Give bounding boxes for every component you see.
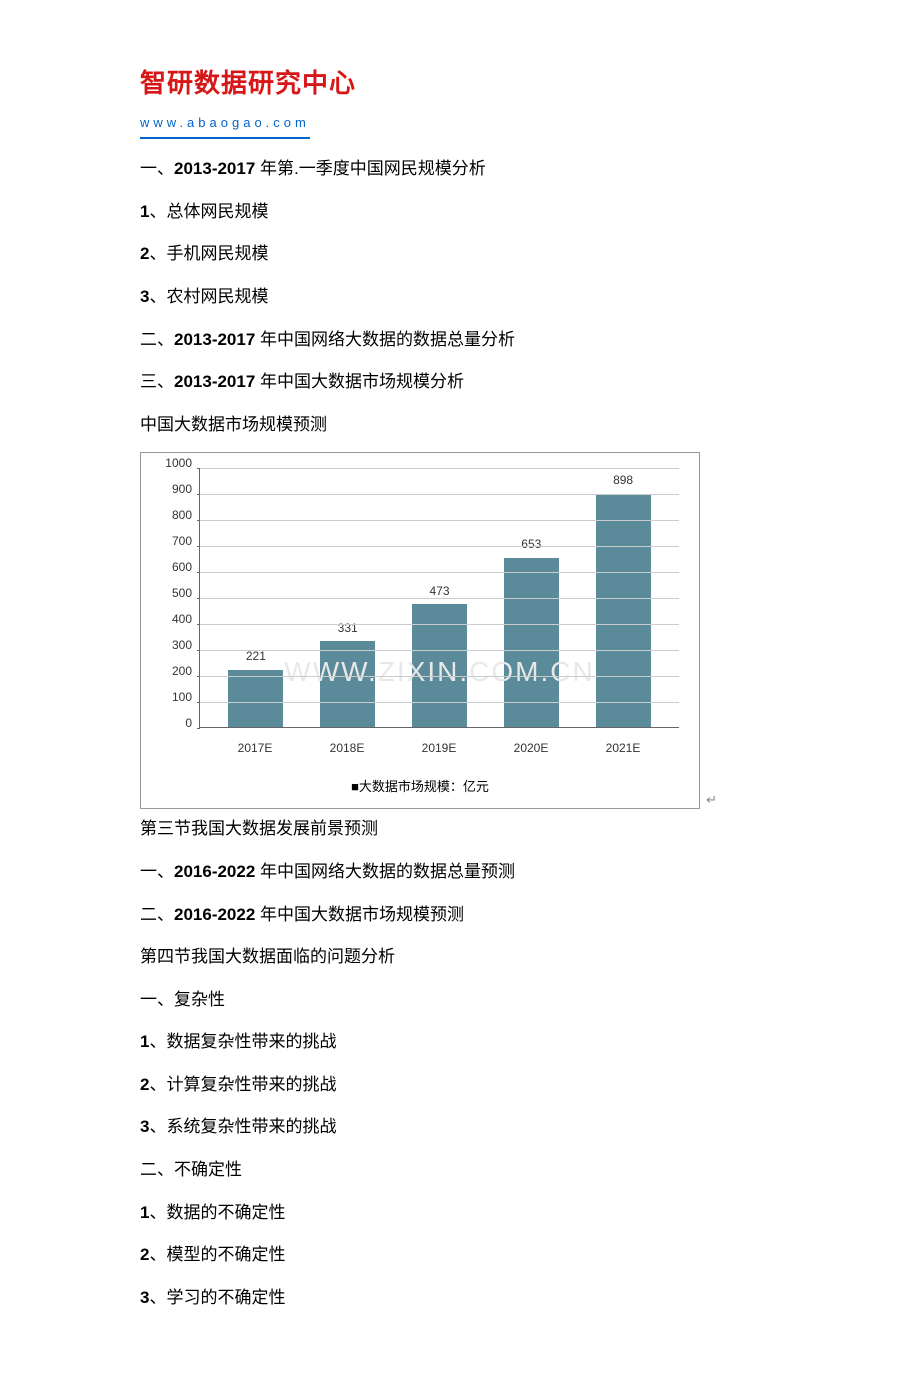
text-line: 第三节我国大数据发展前景预测 bbox=[140, 814, 780, 845]
text-line: 3、农村网民规模 bbox=[140, 282, 780, 313]
x-tick-label: 2020E bbox=[496, 738, 566, 760]
bar-value-label: 653 bbox=[521, 534, 541, 556]
x-tick-label: 2021E bbox=[588, 738, 658, 760]
text-line: 1、数据复杂性带来的挑战 bbox=[140, 1027, 780, 1058]
y-tick-label: 0 bbox=[185, 713, 192, 735]
y-tick-label: 900 bbox=[172, 479, 192, 501]
text-line: 2、手机网民规模 bbox=[140, 239, 780, 270]
bar-group: 653 bbox=[496, 534, 566, 727]
y-tick-label: 300 bbox=[172, 635, 192, 657]
y-tick-label: 700 bbox=[172, 531, 192, 553]
text-line: 一、2013-2017 年第.一季度中国网民规模分析 bbox=[140, 154, 780, 185]
x-tick-label: 2018E bbox=[312, 738, 382, 760]
bar-rect bbox=[228, 670, 283, 727]
bar-group: 221 bbox=[221, 646, 291, 727]
legend-text: ■大数据市场规模：亿元 bbox=[351, 779, 489, 794]
text-line: 1、数据的不确定性 bbox=[140, 1198, 780, 1229]
bar-value-label: 898 bbox=[613, 470, 633, 492]
text-line: 二、2016-2022 年中国大数据市场规模预测 bbox=[140, 900, 780, 931]
text-line: 1、总体网民规模 bbox=[140, 197, 780, 228]
text-line: 3、学习的不确定性 bbox=[140, 1283, 780, 1314]
bar-value-label: 331 bbox=[338, 618, 358, 640]
text-line: 第四节我国大数据面临的问题分析 bbox=[140, 942, 780, 973]
text-line: 一、2016-2022 年中国网络大数据的数据总量预测 bbox=[140, 857, 780, 888]
chart-title: 中国大数据市场规模预测 bbox=[140, 410, 780, 441]
bar-group: 331 bbox=[313, 618, 383, 728]
x-tick-label: 2017E bbox=[220, 738, 290, 760]
y-tick-label: 600 bbox=[172, 557, 192, 579]
bar-rect bbox=[320, 641, 375, 727]
y-tick-label: 1000 bbox=[165, 453, 192, 475]
y-tick-label: 500 bbox=[172, 583, 192, 605]
logo-sub-text: www.abaogao.com bbox=[140, 111, 310, 139]
bar-chart: 0 100 200 300 400 500 600 700 800 900 1000 221 331 4… bbox=[140, 452, 700, 809]
logo: 智研数据研究中心 www.abaogao.com bbox=[140, 60, 780, 139]
text-line: 一、复杂性 bbox=[140, 985, 780, 1016]
bar-rect bbox=[412, 604, 467, 727]
return-mark: ↵ bbox=[706, 788, 717, 811]
chart-legend: ■大数据市场规模：亿元 bbox=[161, 775, 679, 798]
text-line: 3、系统复杂性带来的挑战 bbox=[140, 1112, 780, 1143]
bar-group: 473 bbox=[404, 581, 474, 728]
y-tick-label: 400 bbox=[172, 609, 192, 631]
text-line: 2、计算复杂性带来的挑战 bbox=[140, 1070, 780, 1101]
y-tick-label: 100 bbox=[172, 687, 192, 709]
text-line: 二、不确定性 bbox=[140, 1155, 780, 1186]
logo-main-text: 智研数据研究中心 bbox=[140, 60, 780, 107]
y-tick-label: 200 bbox=[172, 661, 192, 683]
text-line: 二、2013-2017 年中国网络大数据的数据总量分析 bbox=[140, 325, 780, 356]
text-line: 三、2013-2017 年中国大数据市场规模分析 bbox=[140, 367, 780, 398]
x-tick-label: 2019E bbox=[404, 738, 474, 760]
y-tick-label: 800 bbox=[172, 505, 192, 527]
text-line: 2、模型的不确定性 bbox=[140, 1240, 780, 1271]
bar-rect bbox=[596, 494, 651, 727]
